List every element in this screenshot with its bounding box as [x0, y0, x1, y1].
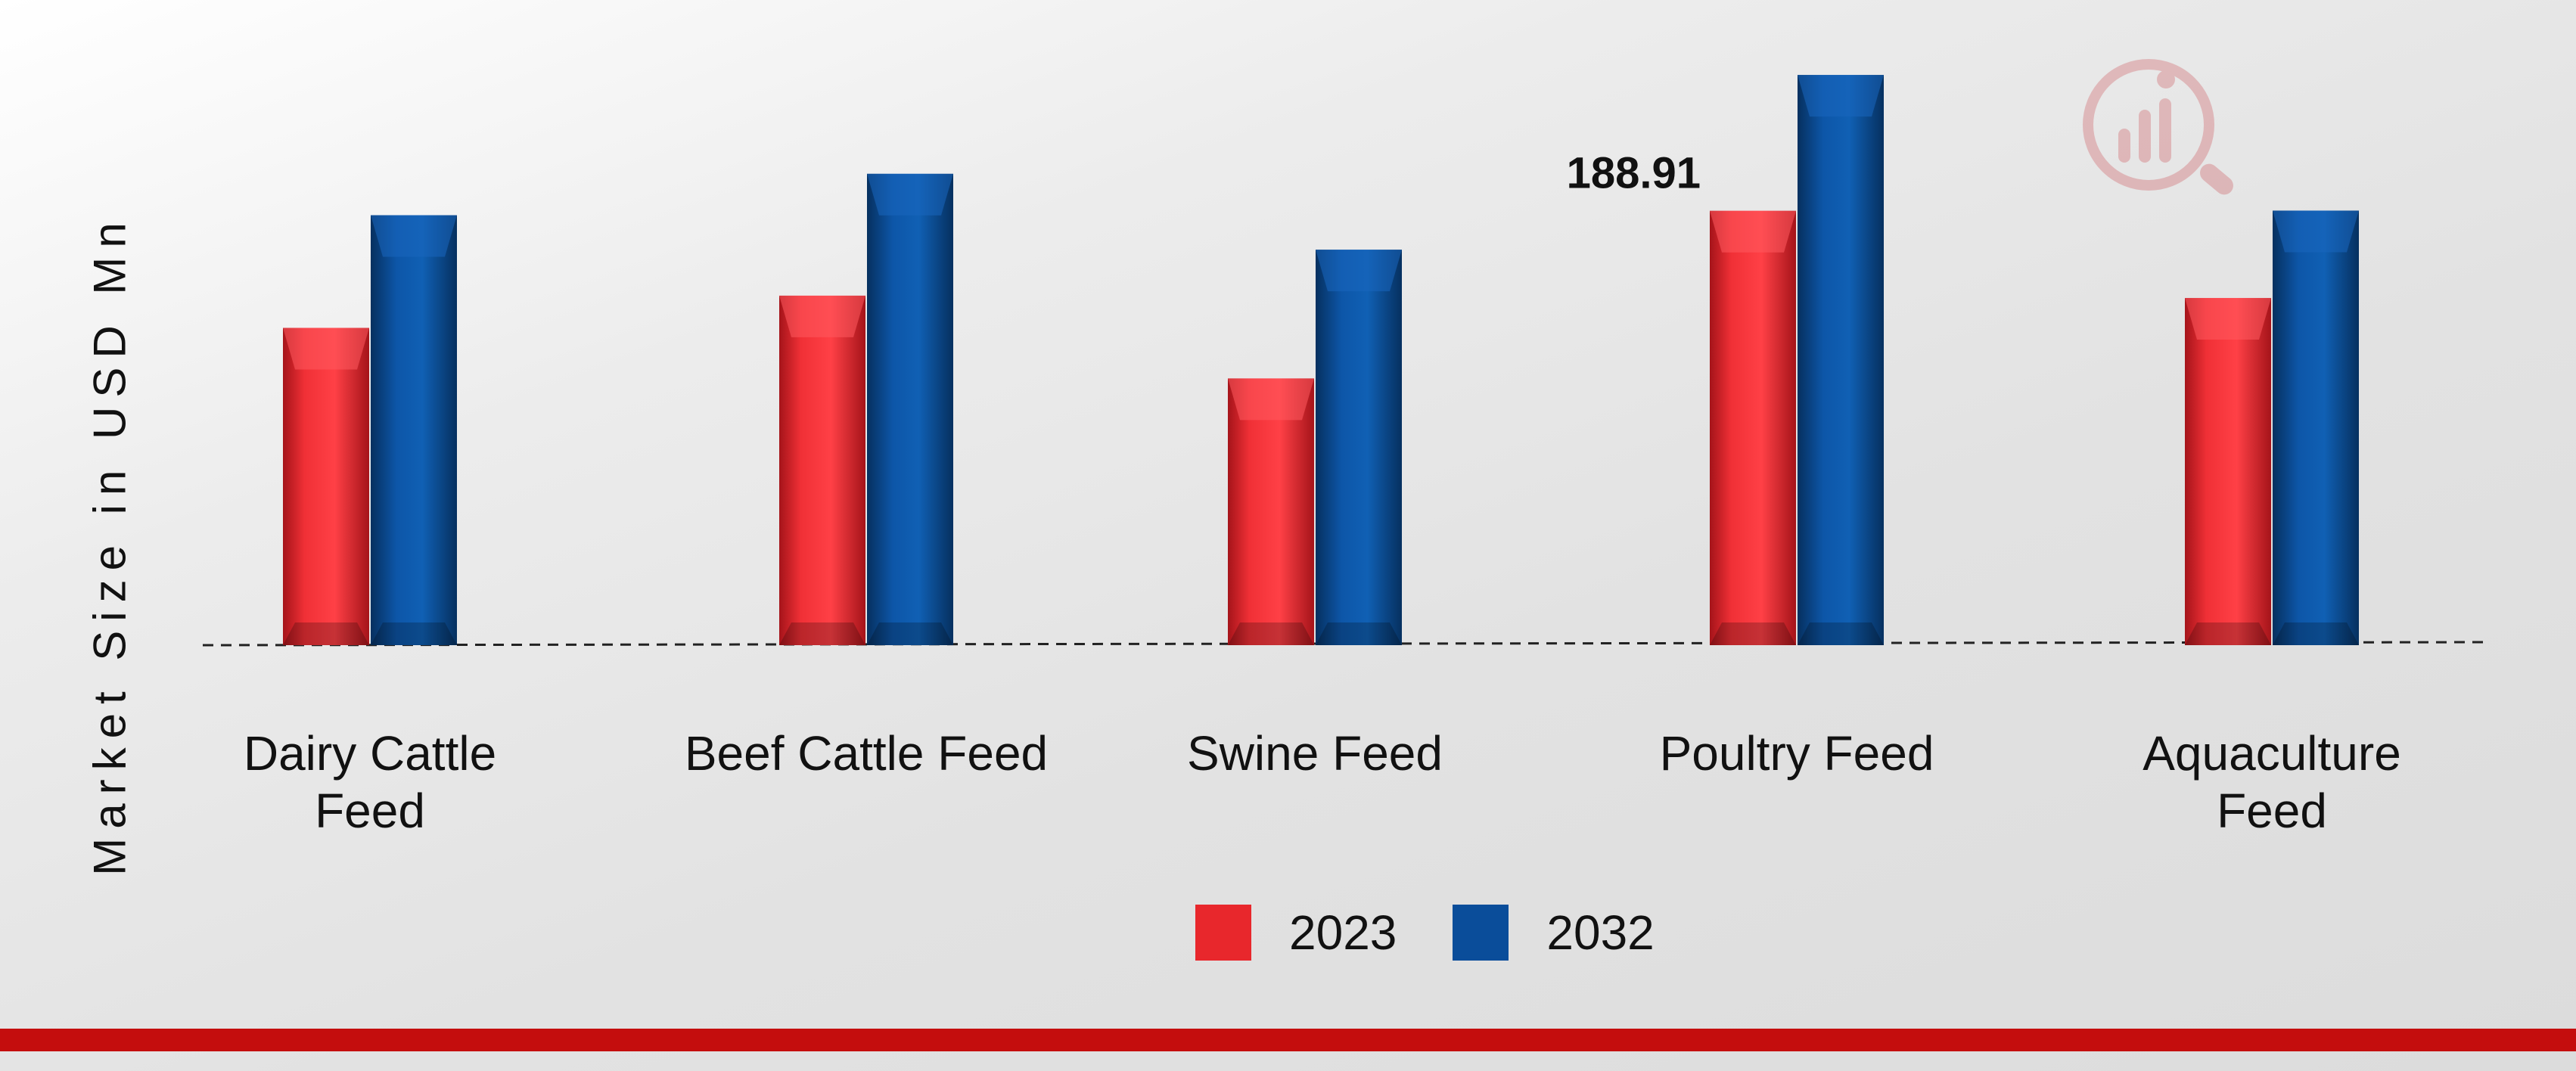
bar-cap — [1710, 210, 1796, 253]
bar-2023-poultry-feed — [1710, 210, 1796, 645]
bar-base — [1710, 622, 1796, 645]
x-tick-label-line: Dairy Cattle — [243, 726, 497, 781]
bar-body — [1228, 378, 1314, 645]
bar-base — [1316, 622, 1402, 645]
bar-cap — [2273, 210, 2359, 253]
bar-2032-dairy-cattle-feed — [371, 215, 457, 645]
x-tick-label-swine-feed: Swine Feed — [1118, 725, 1512, 782]
legend-item-2032: 2032 — [1453, 905, 1655, 961]
bar-base — [867, 622, 953, 645]
bar-2032-aquaculture-feed — [2273, 210, 2359, 645]
bar-base — [779, 622, 865, 645]
bar-2032-beef-cattle-feed — [867, 173, 953, 646]
bar-body — [1710, 210, 1796, 645]
bar-body — [371, 215, 457, 645]
bar-2023-beef-cattle-feed — [779, 295, 865, 645]
bar-cap — [2185, 297, 2271, 340]
legend-swatch-2023 — [1195, 905, 1251, 961]
bar-2023-dairy-cattle-feed — [283, 328, 369, 645]
bar-cap — [283, 328, 369, 370]
bar-cap — [371, 215, 457, 257]
x-tick-label-line: Aquaculture — [2143, 726, 2401, 781]
bar-2023-aquaculture-feed — [2185, 297, 2271, 645]
bar-2032-poultry-feed — [1798, 75, 1884, 645]
footer-bar — [0, 1029, 2576, 1051]
bar-body — [283, 328, 369, 645]
x-tick-label-poultry-feed: Poultry Feed — [1600, 725, 1993, 782]
bar-base — [2273, 622, 2359, 645]
x-tick-label-beef-cattle-feed: Beef Cattle Feed — [670, 725, 1063, 782]
bar-body — [2185, 297, 2271, 645]
bar-base — [1228, 622, 1314, 645]
bar-body — [779, 295, 865, 645]
bar-base — [283, 622, 369, 645]
x-tick-label-line: Poultry Feed — [1659, 726, 1934, 781]
bar-cap — [867, 173, 953, 216]
x-tick-label-line: Feed — [315, 784, 425, 838]
bar-cap — [1798, 75, 1884, 117]
legend-item-2023: 2023 — [1195, 905, 1397, 961]
bar-cap — [779, 295, 865, 337]
x-tick-label-line: Swine Feed — [1187, 726, 1443, 781]
bar-2032-swine-feed — [1316, 250, 1402, 645]
x-tick-label-line: Feed — [2217, 784, 2327, 838]
bar-cap — [1316, 250, 1402, 292]
bar-base — [2185, 622, 2271, 645]
y-axis-label: Market Size in USD Mn — [84, 213, 135, 876]
watermark-logo-icon — [2083, 59, 2233, 195]
x-tick-label-dairy-cattle-feed: Dairy Cattle Feed — [173, 725, 567, 840]
bar-base — [371, 622, 457, 645]
bar-body — [2273, 210, 2359, 645]
data-label: 188.91 — [1567, 149, 1701, 198]
x-tick-label-line: Beef Cattle Feed — [684, 726, 1049, 781]
legend-label-2023: 2023 — [1289, 905, 1397, 960]
bar-body — [1798, 75, 1884, 645]
legend-swatch-2032 — [1453, 905, 1509, 961]
bar-2023-swine-feed — [1228, 378, 1314, 645]
bar-cap — [1228, 378, 1314, 421]
legend: 2023 2032 — [1195, 904, 1711, 961]
bar-body — [867, 173, 953, 646]
bar-body — [1316, 250, 1402, 645]
x-tick-label-aquaculture-feed: Aquaculture Feed — [2075, 725, 2469, 840]
bar-base — [1798, 622, 1884, 645]
legend-label-2032: 2032 — [1546, 905, 1655, 960]
